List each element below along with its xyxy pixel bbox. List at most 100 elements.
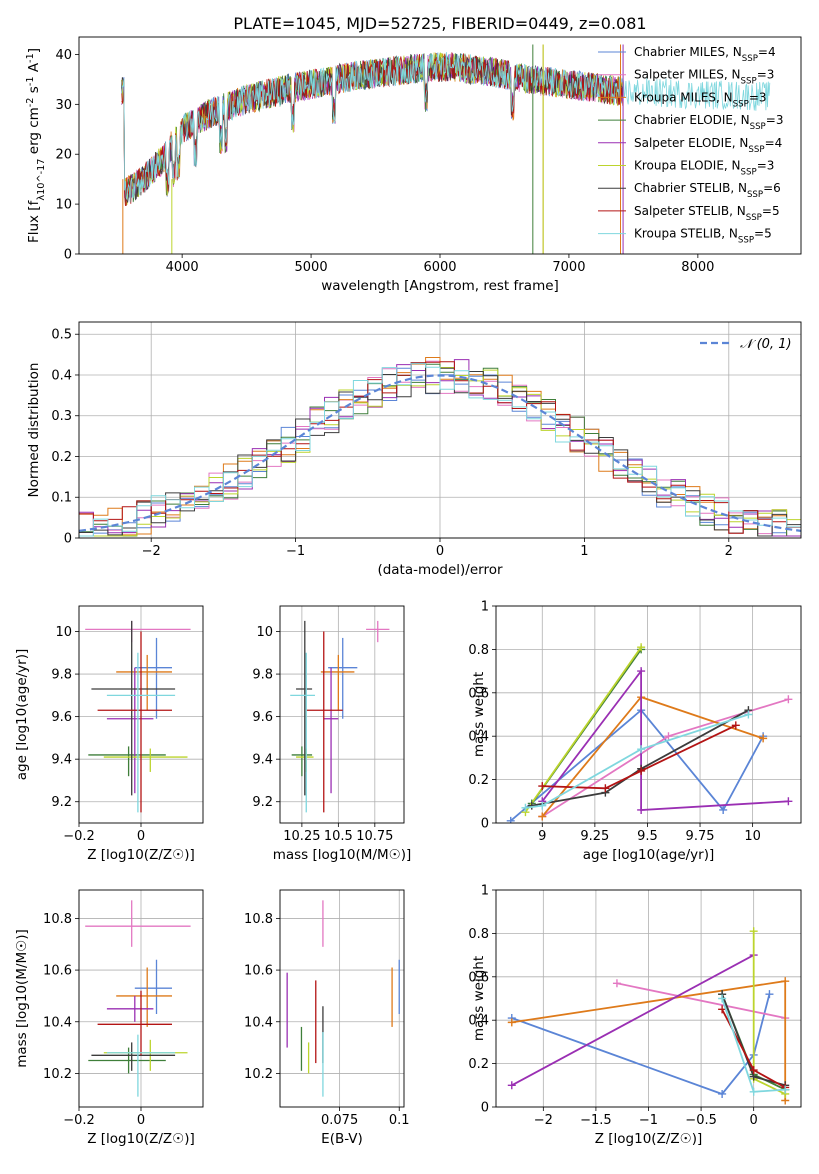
spectrum-legend-label-script: SSP	[741, 77, 757, 87]
mass_vs_EBV-frame	[279, 889, 405, 1108]
massweight_vs_age-marker	[744, 710, 753, 719]
spectrum-legend-label-script: SSP	[750, 122, 766, 132]
residual-hist-9	[79, 363, 801, 537]
spectrum-legend-label-script: SSP	[738, 236, 754, 246]
spectrum-legend-label-part: Kroupa STELIB, N	[634, 227, 738, 241]
residuals-xtick-label: −1	[286, 544, 305, 559]
age_vs_mass-frame	[279, 605, 405, 824]
residuals-xtick-label: 0	[436, 544, 444, 559]
age_vs_Z-ytick-label: 9.2	[51, 795, 72, 810]
age_vs_Z-ylabel: age [log10(age/yr)]	[14, 649, 30, 781]
residuals-ytick-label: 0.4	[51, 368, 72, 383]
massweight_vs_Z-line	[616, 982, 786, 1019]
massweight_vs_age-line	[524, 646, 642, 813]
spectrum-legend-label: Chabrier ELODIE, NSSP=3	[634, 113, 783, 132]
spectrum-legend-label-script: SSP	[747, 190, 763, 200]
residuals-ytick-label: 0.1	[51, 491, 72, 506]
spectrum-legend-label-part: Salpeter STELIB, N	[634, 204, 746, 218]
age_vs_mass-ytick-label: 9.6	[252, 710, 273, 725]
mass_vs_EBV-xlabel: E(B-V)	[321, 1131, 363, 1147]
massweight_vs_age-line	[542, 724, 737, 790]
massweight_vs_age-marker	[521, 803, 530, 812]
spectrum-ylabel-part: A	[26, 62, 42, 76]
massweight_vs_age-marker	[664, 732, 673, 741]
massweight_vs_age-ylabel-part: mass weight	[471, 672, 487, 757]
residuals-plot-area	[79, 357, 801, 537]
mass_vs_Z-axes: −0.2 0 10.2 10.4 10.6 10.8 Z [log10(Z/Z☉)] mass…	[14, 889, 204, 1147]
age_vs_Z-point-5	[106, 667, 154, 794]
massweight_vs_Z-marker	[612, 979, 621, 988]
massweight_vs_age-marker	[784, 797, 793, 806]
residuals-ytick-label: 0	[64, 532, 72, 547]
spectrum-legend-label-part: =6	[763, 181, 781, 195]
spectrum-plot-area	[121, 44, 771, 254]
massweight_vs_Z-marker	[718, 1005, 727, 1014]
massweight_vs_age-marker	[784, 695, 793, 704]
mass_vs_Z-plot-area	[85, 900, 191, 1097]
age_vs_Z-ytick-label: 9.8	[51, 668, 72, 683]
age_vs_mass-point-5	[323, 667, 339, 794]
massweight_vs_Z-xlabel: Z [log10(Z/Z☉)]	[595, 1131, 703, 1147]
massweight_vs_age-series-3	[538, 693, 768, 821]
age_vs_Z-point-8	[97, 631, 172, 813]
residual-legend: 𝒩 (0, 1)	[700, 337, 792, 352]
residuals-ytick-label: 0.5	[51, 328, 72, 343]
spectrum-legend-label-part: =5	[762, 204, 780, 218]
spectrum-xtick-label: 7000	[552, 260, 585, 275]
spectrum-legend-label: Kroupa MILES, NSSP=3	[634, 90, 767, 109]
spectrum-legend-label: Salpeter ELODIE, NSSP=4	[634, 136, 782, 155]
mass_vs_Z-point-5	[106, 995, 154, 1022]
massweight_vs_age-series-2	[538, 695, 793, 821]
age_vs_Z-ylabel-part: age [log10(age/yr)]	[14, 649, 30, 781]
spectrum-ytick-label: 10	[55, 198, 72, 213]
mass_vs_Z-point-8	[97, 990, 172, 1056]
spectrum-ytick-label: 30	[55, 98, 72, 113]
age_vs_Z-point-3	[116, 654, 172, 711]
mass_vs_Z-xlabel: Z [log10(Z/Z☉)]	[87, 1131, 195, 1147]
massweight_vs_Z-marker	[781, 1085, 790, 1094]
spectrum-legend-label: Kroupa STELIB, NSSP=5	[634, 227, 772, 246]
massweight_vs_age-xtick-label: 9.75	[686, 829, 715, 844]
mass_vs_Z-point-7	[91, 1042, 176, 1071]
massweight_vs_age-line	[531, 709, 749, 807]
mass_vs_EBV-axes: 0.075 0.1 10.2 10.4 10.6 10.8 E(B-V)	[244, 889, 410, 1147]
massweight_vs_Z-xtick-label: −1	[639, 1113, 658, 1128]
massweight_vs_age-marker	[601, 784, 610, 793]
massweight_vs_Z-ylabel-part: mass weight	[471, 956, 487, 1041]
massweight_vs_Z-series-1	[507, 990, 774, 1098]
spectrum-legend-label: Chabrier STELIB, NSSP=6	[634, 181, 781, 200]
age_vs_Z-xtick-label: −0.2	[63, 829, 95, 844]
spectrum-series-9	[121, 52, 771, 203]
spectrum-legend-label-part: Chabrier MILES, N	[634, 45, 742, 59]
massweight_vs_age-marker	[719, 805, 728, 814]
massweight_vs_Z-ytick-label: 0.2	[468, 1057, 489, 1072]
massweight_vs_Z-ylabel: mass weight	[471, 956, 487, 1041]
spectrum-ylabel-script: λ10^-17	[36, 159, 47, 201]
massweight_vs_age-marker	[637, 805, 646, 814]
massweight_vs_age-marker	[759, 734, 768, 743]
age_vs_Z-ytick-label: 9.4	[51, 753, 72, 768]
massweight_vs_age-series-9	[521, 710, 753, 812]
spectrum-legend-label-part: =4	[758, 45, 776, 59]
mass_vs_EBV-ytick-label: 10.2	[244, 1067, 273, 1082]
spectrum-legend-label-script: SSP	[733, 99, 749, 109]
mass_vs_EBV-ytick-label: 10.8	[244, 912, 273, 927]
massweight_vs_Z-ytick-label: 0.4	[468, 1014, 489, 1029]
mass_vs_Z-ytick-label: 10.2	[43, 1067, 72, 1082]
age_vs_mass-plot-area	[290, 620, 390, 813]
massweight_vs_age-marker	[637, 667, 646, 676]
spectrum-ylabel-part: ]	[26, 48, 42, 53]
massweight_vs_age-marker	[637, 766, 646, 775]
massweight_vs_age-marker	[538, 801, 547, 810]
spectrum-legend-label-script: SSP	[742, 54, 758, 64]
massweight_vs_Z-ytick-label: 0.6	[468, 970, 489, 985]
massweight_vs_age-ytick-label: 0.2	[468, 773, 489, 788]
residuals-xlabel-part: (data-model)/error	[377, 562, 503, 578]
massweight_vs_age-xtick-label: 9.25	[580, 829, 609, 844]
massweight_vs_age-line	[541, 668, 789, 811]
age_vs_Z-xtick-label: 0	[137, 829, 145, 844]
mass_vs_EBV-ytick-label: 10.6	[244, 964, 273, 979]
chart-layer: 4000 5000 6000 7000 8000010203040wavelength …	[14, 36, 802, 1147]
